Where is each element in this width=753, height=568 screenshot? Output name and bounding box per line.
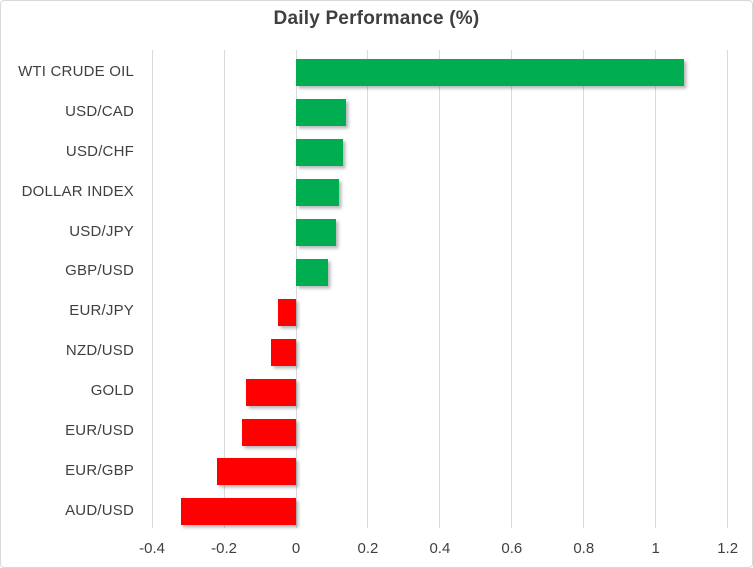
gridline <box>583 50 585 528</box>
bar-eur-usd <box>242 418 296 446</box>
category-label-usd-chf: USD/CHF <box>65 142 134 160</box>
gridline <box>223 50 225 528</box>
bar-wti-crude-oil <box>296 59 685 87</box>
x-axis-tick-label: -0.2 <box>211 540 237 557</box>
x-axis-tick-label: 0.4 <box>429 540 451 557</box>
x-axis-tick-label: 0.6 <box>501 540 523 557</box>
category-label-aud-usd: AUD/USD <box>65 501 134 519</box>
x-axis-tick-label: 0.8 <box>573 540 595 557</box>
bar-usd-jpy <box>296 219 336 247</box>
bar-aud-usd <box>180 498 296 526</box>
category-label-dollar-index: DOLLAR INDEX <box>21 182 134 200</box>
x-axis-tick-label: 1.2 <box>717 540 739 557</box>
bar-gold <box>245 378 296 406</box>
bar-usd-chf <box>296 139 343 167</box>
bar-eur-jpy <box>278 298 296 326</box>
category-label-eur-gbp: EUR/GBP <box>65 461 134 479</box>
chart-title: Daily Performance (%) <box>273 8 480 29</box>
category-label-eur-usd: EUR/USD <box>65 422 134 440</box>
category-label-gold: GOLD <box>90 382 134 400</box>
bar-usd-cad <box>296 99 347 127</box>
gridline <box>727 50 729 528</box>
bar-nzd-usd <box>270 338 296 366</box>
gridline <box>439 50 441 528</box>
bar-eur-gbp <box>216 458 296 486</box>
category-label-wti-crude-oil: WTI CRUDE OIL <box>18 62 134 80</box>
category-label-gbp-usd: GBP/USD <box>65 262 134 280</box>
bar-dollar-index <box>296 179 340 207</box>
gridline <box>511 50 513 528</box>
x-axis-tick-label: -0.4 <box>139 540 166 557</box>
category-label-nzd-usd: NZD/USD <box>65 342 134 360</box>
x-axis-tick-label: 0 <box>291 540 301 557</box>
gridline <box>367 50 369 528</box>
x-axis-tick-label: 0.2 <box>357 540 379 557</box>
gridline <box>295 50 297 528</box>
x-axis-tick-label: 1 <box>651 540 660 557</box>
gridline <box>151 50 153 528</box>
category-label-usd-jpy: USD/JPY <box>69 222 134 240</box>
category-label-usd-cad: USD/CAD <box>65 102 134 120</box>
category-label-eur-jpy: EUR/JPY <box>69 302 134 320</box>
gridline <box>655 50 657 528</box>
bar-gbp-usd <box>296 258 329 286</box>
